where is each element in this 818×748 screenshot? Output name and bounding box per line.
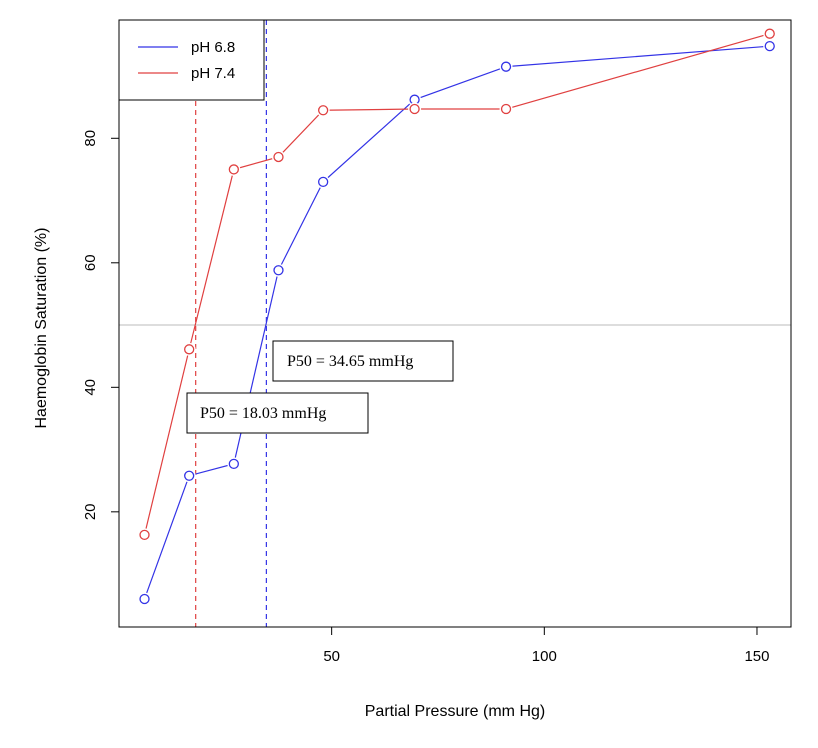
legend-label-2: pH 7.4 <box>191 65 235 82</box>
p50-annotation-label-2: P50 = 18.03 mmHg <box>200 405 326 422</box>
series-layer <box>138 27 777 606</box>
annotations-layer: P50 = 34.65 mmHg P50 = 18.03 mmHg <box>186 340 454 434</box>
series-line-1 <box>143 45 770 600</box>
data-point-1-4 <box>273 265 284 276</box>
data-point-2-1 <box>139 529 150 541</box>
x-tick-label-2: 100 <box>532 648 557 665</box>
y-axis-title: Haemoglobin Saturation (%) <box>33 228 50 429</box>
legend-label-1: pH 6.8 <box>191 39 235 56</box>
data-point-2-7 <box>500 103 512 115</box>
series-line-2 <box>143 33 770 536</box>
legend-layer: pH 6.8 pH 7.4 <box>118 19 265 101</box>
y-tick-label-4: 80 <box>82 130 99 147</box>
data-point-2-2 <box>184 344 195 355</box>
x-tick-label-3: 150 <box>744 648 769 665</box>
data-point-1-5 <box>318 176 329 188</box>
y-tick-label-3: 60 <box>82 254 99 271</box>
axes-layer: 50 100 150 20 40 60 80 <box>82 19 792 665</box>
p50-annotation-box-2 <box>186 392 369 434</box>
data-point-1-7 <box>500 61 512 72</box>
data-point-2-3 <box>228 164 239 175</box>
y-tick-label-2: 40 <box>82 379 99 396</box>
p50-annotation-box-1 <box>272 340 454 382</box>
x-tick-label-1: 50 <box>323 648 340 665</box>
x-axis-title: Partial Pressure (mm Hg) <box>365 703 545 720</box>
data-point-1-2 <box>184 470 195 481</box>
data-point-1-3 <box>228 458 239 470</box>
y-tick-label-1: 20 <box>82 503 99 520</box>
legend-box <box>118 19 265 101</box>
data-point-1-1 <box>139 593 150 605</box>
data-point-1-8 <box>764 40 775 52</box>
plot-frame <box>118 19 792 628</box>
data-point-2-4 <box>273 151 284 163</box>
data-point-2-8 <box>764 28 775 39</box>
data-point-2-6 <box>409 103 420 115</box>
data-point-2-5 <box>318 105 329 116</box>
p50-annotation-label-1: P50 = 34.65 mmHg <box>287 353 413 370</box>
reference-lines-layer <box>119 20 791 627</box>
